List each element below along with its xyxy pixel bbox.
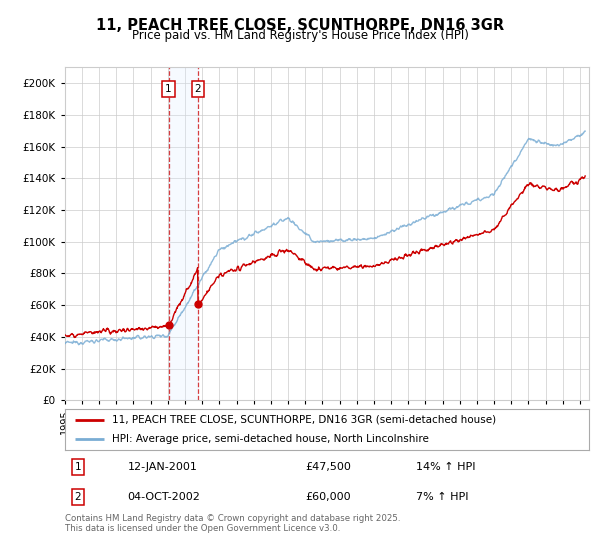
Text: HPI: Average price, semi-detached house, North Lincolnshire: HPI: Average price, semi-detached house,…: [112, 433, 429, 444]
Text: £47,500: £47,500: [306, 463, 352, 472]
Text: 14% ↑ HPI: 14% ↑ HPI: [416, 463, 475, 472]
Text: 04-OCT-2002: 04-OCT-2002: [128, 492, 200, 502]
Text: Contains HM Land Registry data © Crown copyright and database right 2025.
This d: Contains HM Land Registry data © Crown c…: [65, 514, 400, 534]
Text: 11, PEACH TREE CLOSE, SCUNTHORPE, DN16 3GR (semi-detached house): 11, PEACH TREE CLOSE, SCUNTHORPE, DN16 3…: [112, 415, 496, 425]
Text: £60,000: £60,000: [306, 492, 352, 502]
Text: 1: 1: [165, 85, 172, 95]
Text: 2: 2: [194, 85, 201, 95]
Text: 7% ↑ HPI: 7% ↑ HPI: [416, 492, 468, 502]
Text: 2: 2: [74, 492, 81, 502]
Bar: [169, 67, 198, 400]
Text: 12-JAN-2001: 12-JAN-2001: [128, 463, 197, 472]
Text: Price paid vs. HM Land Registry's House Price Index (HPI): Price paid vs. HM Land Registry's House …: [131, 29, 469, 42]
Text: 11, PEACH TREE CLOSE, SCUNTHORPE, DN16 3GR: 11, PEACH TREE CLOSE, SCUNTHORPE, DN16 3…: [96, 18, 504, 33]
Text: 1: 1: [74, 463, 81, 472]
